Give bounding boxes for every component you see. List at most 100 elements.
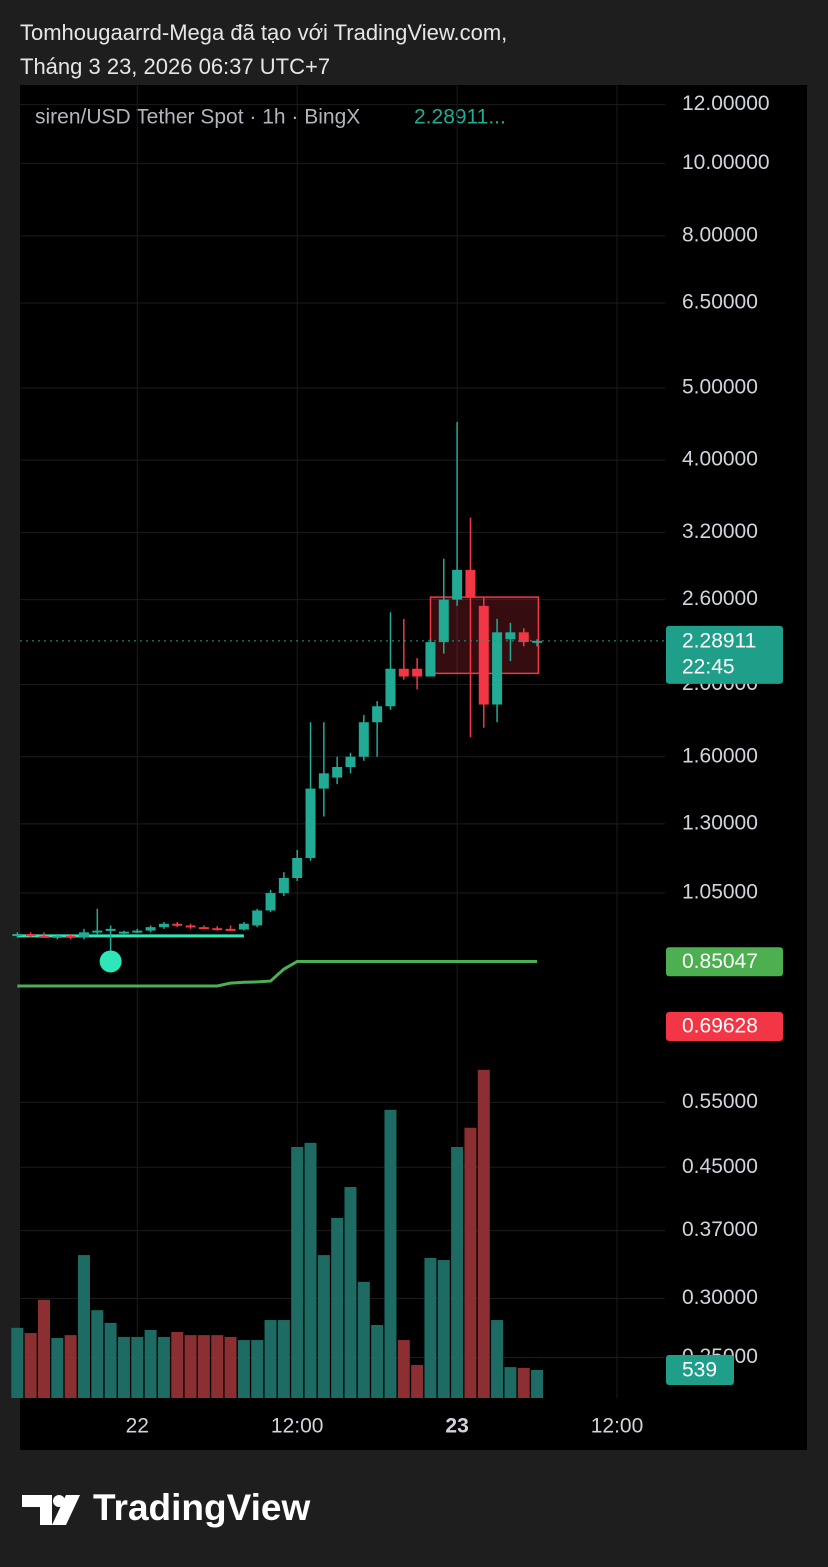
candle-body: [518, 632, 529, 643]
x-tick-label: 23: [445, 1415, 468, 1438]
candle-body: [198, 927, 209, 930]
candle-body: [92, 930, 103, 933]
volume-bar: [51, 1337, 64, 1398]
y-tick-label: 10.00000: [682, 151, 770, 174]
price-label: 0.85047: [682, 950, 758, 973]
candle-body: [385, 668, 396, 707]
volume-label-box: [666, 1355, 734, 1385]
volume-bar: [451, 1146, 464, 1398]
volume-bar: [424, 1257, 437, 1398]
y-tick-label: 4.00000: [682, 448, 758, 471]
volume-bar: [104, 1322, 117, 1398]
volume-bar: [91, 1310, 104, 1398]
volume-bar: [37, 1299, 50, 1398]
candle-body: [105, 928, 116, 931]
volume-bar: [171, 1332, 184, 1398]
candle-body: [38, 935, 49, 938]
volume-bar: [277, 1320, 290, 1398]
y-tick-label: 3.20000: [682, 520, 758, 543]
volume-bar: [477, 1069, 490, 1398]
title-price: 2.28911...: [414, 106, 506, 129]
volume-bar: [64, 1335, 77, 1398]
logo-icon: [22, 1495, 52, 1525]
candle-body: [438, 599, 449, 643]
y-tick-label: 0.37000: [682, 1218, 758, 1241]
volume-bar: [397, 1340, 410, 1398]
candle-body: [345, 756, 356, 768]
y-tick-label: 12.00000: [682, 92, 770, 115]
volume-bar: [304, 1142, 317, 1398]
volume-bar: [144, 1329, 157, 1398]
candle-body: [478, 605, 489, 705]
indicator-line: [17, 959, 538, 988]
y-tick-label: 5.00000: [682, 376, 758, 399]
volume-bar: [184, 1335, 197, 1398]
candle-body: [52, 935, 63, 938]
countdown-label: 22:45: [682, 655, 735, 678]
candle-body: [465, 569, 476, 598]
volume-bar: [264, 1320, 277, 1398]
y-tick-label: 1.05000: [682, 881, 758, 904]
y-tick-label: 8.00000: [682, 223, 758, 246]
volume-bar: [331, 1217, 344, 1398]
x-tick-label: 12:00: [591, 1415, 644, 1438]
candle-body: [225, 928, 236, 931]
x-tick-label: 12:00: [271, 1415, 324, 1438]
volume-bar: [24, 1333, 37, 1398]
logo: [22, 1495, 80, 1525]
volume-bar: [531, 1369, 544, 1398]
last-price-label: 2.28911: [682, 629, 756, 652]
volume-bar: [464, 1127, 477, 1398]
candle-body: [398, 668, 409, 677]
candle-body: [252, 910, 263, 926]
chart-panel: [20, 85, 807, 1450]
candle-body: [292, 858, 303, 878]
y-tick-label: 6.50000: [682, 291, 758, 314]
volume-bar: [11, 1327, 24, 1398]
volume-bar: [157, 1336, 170, 1398]
y-tick-label: 2.60000: [682, 587, 758, 610]
candle-body: [78, 932, 89, 938]
volume-bar: [411, 1365, 424, 1398]
volume-bar: [211, 1335, 224, 1398]
y-tick-label: 0.30000: [682, 1286, 758, 1309]
volume-bar: [357, 1281, 370, 1398]
header-line: Tháng 3 23, 2026 06:37 UTC+7: [20, 54, 331, 79]
price-label-box: [666, 1012, 783, 1042]
candle-body: [132, 930, 143, 933]
candle-body: [505, 632, 516, 640]
x-tick-label: 22: [126, 1415, 149, 1438]
y-tick-label: 1.60000: [682, 744, 758, 767]
volume-bar: [344, 1187, 357, 1398]
volume-bar: [437, 1260, 450, 1398]
candle-body: [425, 642, 436, 677]
signal-marker: [99, 950, 122, 973]
candle-body: [65, 935, 76, 938]
last-price-box: [666, 625, 783, 684]
volume-bar: [224, 1336, 237, 1398]
y-tick-label: 0.45000: [682, 1155, 758, 1178]
candle-body: [12, 934, 23, 937]
volume-bar: [384, 1109, 397, 1398]
candle-body: [118, 931, 129, 934]
volume-bar: [117, 1336, 130, 1398]
candle-body: [158, 923, 169, 928]
logo-icon: [52, 1495, 80, 1525]
candle-body: [265, 893, 276, 911]
y-tick-label: 0.55000: [682, 1090, 758, 1113]
volume-bar: [131, 1336, 144, 1398]
candle-body: [318, 773, 329, 789]
price-label-box: [666, 947, 783, 977]
candle-body: [358, 722, 369, 757]
candle-body: [412, 668, 423, 677]
volume-bar: [504, 1367, 517, 1398]
y-tick-label: 1.30000: [682, 811, 758, 834]
candle-body: [532, 640, 543, 643]
candle-body: [145, 927, 156, 931]
volume-bar: [197, 1335, 210, 1398]
candle-body: [172, 923, 183, 926]
candle-body: [185, 925, 196, 928]
volume-bar: [317, 1255, 330, 1398]
